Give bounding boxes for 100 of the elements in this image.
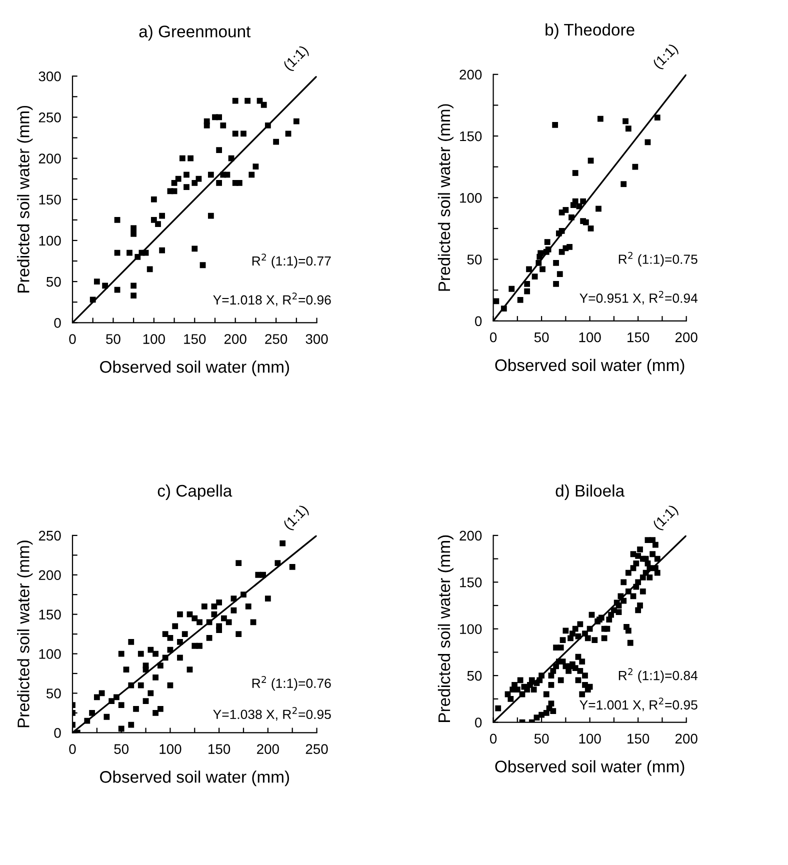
point — [171, 180, 178, 186]
point — [553, 260, 559, 266]
point — [493, 298, 500, 304]
point — [293, 118, 300, 124]
y-tick-label: 0 — [54, 318, 61, 328]
point — [517, 297, 524, 303]
point — [200, 262, 206, 268]
point — [179, 155, 186, 162]
point — [580, 198, 586, 204]
annotation: R$^{2}$ (1:1)=0.77 — [252, 254, 331, 268]
y-tick-label: 0 — [474, 718, 482, 728]
point — [171, 188, 178, 194]
point — [175, 176, 182, 182]
chart-title: d) Biloela — [556, 484, 625, 500]
y-axis-title: Predicted soil water (mm) — [17, 540, 33, 728]
y-tick-label: 200 — [38, 570, 61, 580]
y-tick-label: 50 — [467, 254, 482, 264]
x-tick-label: 150 — [208, 744, 230, 754]
y-tick-label: 50 — [46, 276, 61, 287]
x-tick-label: 0 — [69, 744, 76, 754]
point — [273, 138, 280, 145]
y-tick-label: 150 — [460, 131, 482, 142]
point — [524, 288, 530, 294]
point — [532, 274, 538, 280]
y-tick-label: 150 — [39, 610, 61, 620]
point — [196, 176, 202, 182]
y-tick-label: 250 — [38, 530, 61, 541]
x-tick-label: 150 — [184, 334, 206, 344]
point — [572, 198, 578, 204]
point — [208, 172, 214, 178]
point — [545, 246, 552, 252]
point — [208, 212, 214, 219]
point — [188, 155, 194, 162]
x-axis-title: Observed soil water (mm) — [100, 770, 289, 786]
point — [632, 164, 638, 170]
y-tick-label: 200 — [38, 154, 61, 164]
point — [232, 130, 238, 137]
x-tick-label: 100 — [579, 734, 601, 744]
x-tick-label: 100 — [143, 334, 165, 344]
y-tick-label: 100 — [39, 649, 61, 659]
y-tick-label: 0 — [474, 316, 482, 326]
point — [556, 271, 563, 278]
point — [184, 184, 190, 190]
x-tick-label: 50 — [534, 734, 549, 744]
y-tick-label: 100 — [460, 192, 482, 203]
annotation: Y=1.001 X, R$^{2}$=0.95 — [580, 698, 698, 712]
x-axis-title: Observed soil water (mm) — [495, 760, 684, 776]
point — [130, 282, 137, 289]
point — [240, 130, 246, 137]
point — [94, 278, 100, 285]
point — [216, 147, 222, 154]
point — [146, 266, 153, 272]
point — [568, 214, 574, 220]
x-tick-label: 0 — [490, 332, 497, 342]
x-tick-label: 150 — [628, 734, 650, 744]
x-tick-label: 200 — [675, 734, 698, 744]
annotation: R$^{2}$ (1:1)=0.76 — [252, 676, 331, 691]
annotation: Y=1.018 X, R$^{2}$=0.96 — [213, 292, 331, 306]
y-tick-label: 100 — [39, 236, 61, 246]
point — [596, 206, 602, 212]
y-tick-label: 150 — [460, 577, 482, 588]
point — [583, 219, 589, 226]
y-tick-label: 200 — [460, 70, 482, 80]
x-tick-label: 200 — [257, 744, 279, 754]
point — [220, 122, 226, 128]
point — [644, 139, 651, 146]
point — [130, 292, 137, 298]
x-tick-label: 150 — [628, 332, 650, 342]
point — [536, 260, 542, 266]
point — [184, 172, 190, 178]
chart-title: a) Greenmount — [139, 25, 251, 41]
y-tick-label: 50 — [467, 670, 482, 681]
point — [572, 170, 578, 176]
point — [566, 244, 572, 250]
point — [126, 250, 132, 256]
point — [540, 266, 546, 272]
point — [216, 180, 222, 186]
x-tick-label: 300 — [306, 334, 328, 344]
x-axis-title: Observed soil water (mm) — [100, 360, 289, 376]
point — [588, 226, 594, 232]
x-tick-label: 50 — [534, 332, 549, 342]
x-tick-label: 100 — [160, 744, 182, 754]
y-axis-title: Predicted soil water (mm) — [438, 104, 454, 291]
point — [90, 296, 96, 303]
point — [544, 239, 550, 245]
point — [597, 116, 604, 122]
point — [216, 114, 222, 120]
point — [500, 306, 507, 312]
y-tick-label: 250 — [38, 112, 61, 122]
point — [526, 266, 532, 272]
x-tick-label: 0 — [490, 734, 497, 744]
x-tick-label: 0 — [69, 334, 76, 344]
point — [508, 286, 515, 292]
y-tick-label: 50 — [46, 688, 61, 698]
x-tick-label: 100 — [579, 332, 601, 342]
point — [524, 280, 530, 287]
point — [252, 164, 259, 170]
point — [264, 122, 271, 128]
x-tick-label: 250 — [306, 744, 328, 754]
point — [155, 221, 161, 227]
